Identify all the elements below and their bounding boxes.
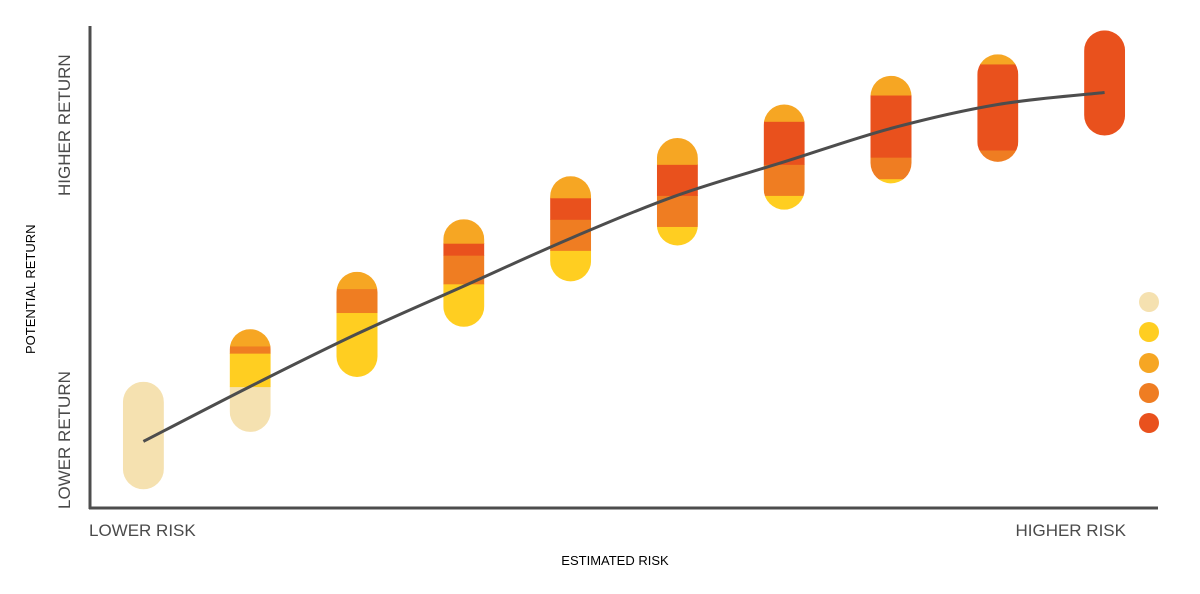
risk-bar <box>550 176 592 282</box>
legend-swatch <box>1139 382 1159 403</box>
bar-segment <box>870 157 912 180</box>
risk-bar <box>1084 30 1126 136</box>
trend-curve <box>142 91 1105 443</box>
bar-segment <box>1084 30 1126 136</box>
risk-bar <box>336 271 378 377</box>
bar-segment <box>443 283 485 327</box>
bar-segment <box>550 250 592 282</box>
bar-segment <box>550 197 592 220</box>
bar-segment <box>656 137 698 165</box>
risk-bar <box>763 104 805 210</box>
bar-segment <box>977 149 1019 162</box>
bar-segment <box>443 219 485 244</box>
risk-bar <box>656 137 698 246</box>
risk-bar <box>870 75 912 184</box>
risk-bar <box>229 329 271 432</box>
y-low-label: LOWER RETURN <box>55 371 74 509</box>
bar-segment <box>550 176 592 199</box>
risk-bar <box>443 219 485 327</box>
risk-bar <box>122 381 164 490</box>
bars-layer <box>122 30 1126 490</box>
bar-segment <box>763 164 805 196</box>
bar-segment <box>870 75 912 96</box>
bar-segment <box>229 345 271 354</box>
bar-segment <box>763 104 805 122</box>
legend-swatch <box>1139 413 1159 434</box>
y-high-label: HIGHER RETURN <box>55 54 74 196</box>
bar-segment <box>870 94 912 158</box>
bar-segment <box>336 288 378 314</box>
bar-segment <box>443 243 485 256</box>
bar-segment <box>977 54 1019 65</box>
legend-swatch <box>1139 352 1159 373</box>
bar-segment <box>229 329 271 347</box>
bar-segment <box>336 312 378 377</box>
bar-segment <box>122 381 164 490</box>
x-axis-title: ESTIMATED RISK <box>561 553 669 568</box>
x-low-label: LOWER RISK <box>89 521 196 540</box>
bar-segment <box>656 226 698 246</box>
legend-swatch <box>1139 322 1159 343</box>
legend-swatch <box>1139 292 1159 312</box>
bar-segment <box>336 271 378 290</box>
x-high-label: HIGHER RISK <box>1015 521 1126 540</box>
bar-segment <box>763 195 805 210</box>
y-axis-title: POTENTIAL RETURN <box>23 224 38 354</box>
bar-segment <box>870 178 912 184</box>
bar-segment <box>229 353 271 388</box>
